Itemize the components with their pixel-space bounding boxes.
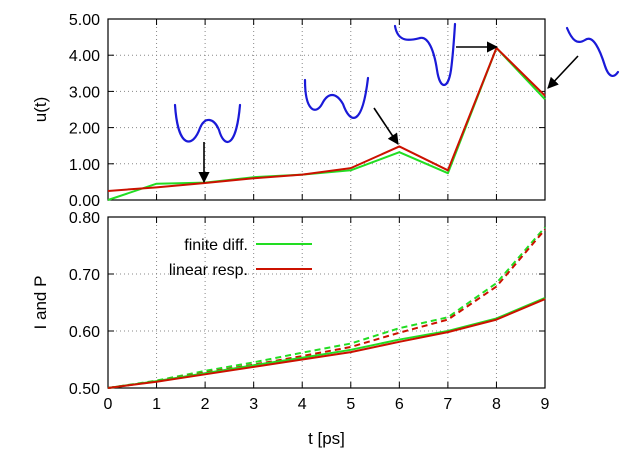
- potential-inset-single-well: [565, 26, 620, 77]
- bottom-series-line-1: [107, 228, 546, 389]
- xtick-label: 5: [346, 396, 355, 413]
- xlabel: t [ps]: [308, 429, 345, 448]
- top-series-line-0: [107, 46, 546, 201]
- top-ytick-label: 1.00: [69, 157, 100, 174]
- top-series-line-1: [107, 46, 546, 192]
- top-ytick-label: 2.00: [69, 121, 100, 138]
- bottom-ytick-label: 0.80: [69, 210, 100, 227]
- annotation-arrow-1: [373, 107, 399, 145]
- potential-inset-double-well-symmetric: [173, 103, 242, 143]
- bottom-frame: [107, 216, 546, 389]
- xtick-label: 0: [104, 396, 113, 413]
- top-ylabel: u(t): [31, 97, 50, 123]
- bottom-ytick-label: 0.50: [69, 381, 100, 398]
- annotation-arrow-3: [547, 55, 579, 89]
- top-ytick-label: 4.00: [69, 48, 100, 65]
- potential-inset-double-well-asymmetric: [303, 76, 370, 119]
- xtick-label: 6: [395, 396, 404, 413]
- legend-label-1: linear resp.: [169, 262, 248, 279]
- xtick-label: 7: [443, 396, 452, 413]
- bottom-series-line-2: [107, 297, 546, 389]
- bottom-series-line-3: [107, 298, 546, 389]
- bottom-ytick-label: 0.70: [69, 267, 100, 284]
- potential-inset-double-well-tilted: [393, 22, 457, 87]
- top-frame: [107, 18, 546, 201]
- bottom-ytick-label: 0.60: [69, 324, 100, 341]
- legend-label-0: finite diff.: [184, 237, 248, 254]
- xtick-label: 3: [249, 396, 258, 413]
- top-ytick-label: 5.00: [69, 12, 100, 29]
- bottom-panel: 0.50 0.60 0.70 0.80 0 1 2 3 4 5 6 7 8 9 I and P t [ps] f…: [31, 210, 550, 448]
- xtick-label: 4: [298, 396, 307, 413]
- xtick-label: 8: [492, 396, 501, 413]
- top-ytick-label: 3.00: [69, 84, 100, 101]
- xtick-label: 2: [201, 396, 210, 413]
- top-ytick-label: 0.00: [69, 193, 100, 210]
- xtick-label: 1: [152, 396, 161, 413]
- top-panel: 0.00 1.00 2.00 3.00 4.00 5.00 u(t): [31, 12, 620, 210]
- top-grid: [108, 19, 545, 200]
- bottom-series-line-0: [107, 226, 546, 389]
- bottom-grid: [108, 217, 545, 388]
- xtick-label: 9: [541, 396, 550, 413]
- bottom-ylabel: I and P: [31, 276, 50, 330]
